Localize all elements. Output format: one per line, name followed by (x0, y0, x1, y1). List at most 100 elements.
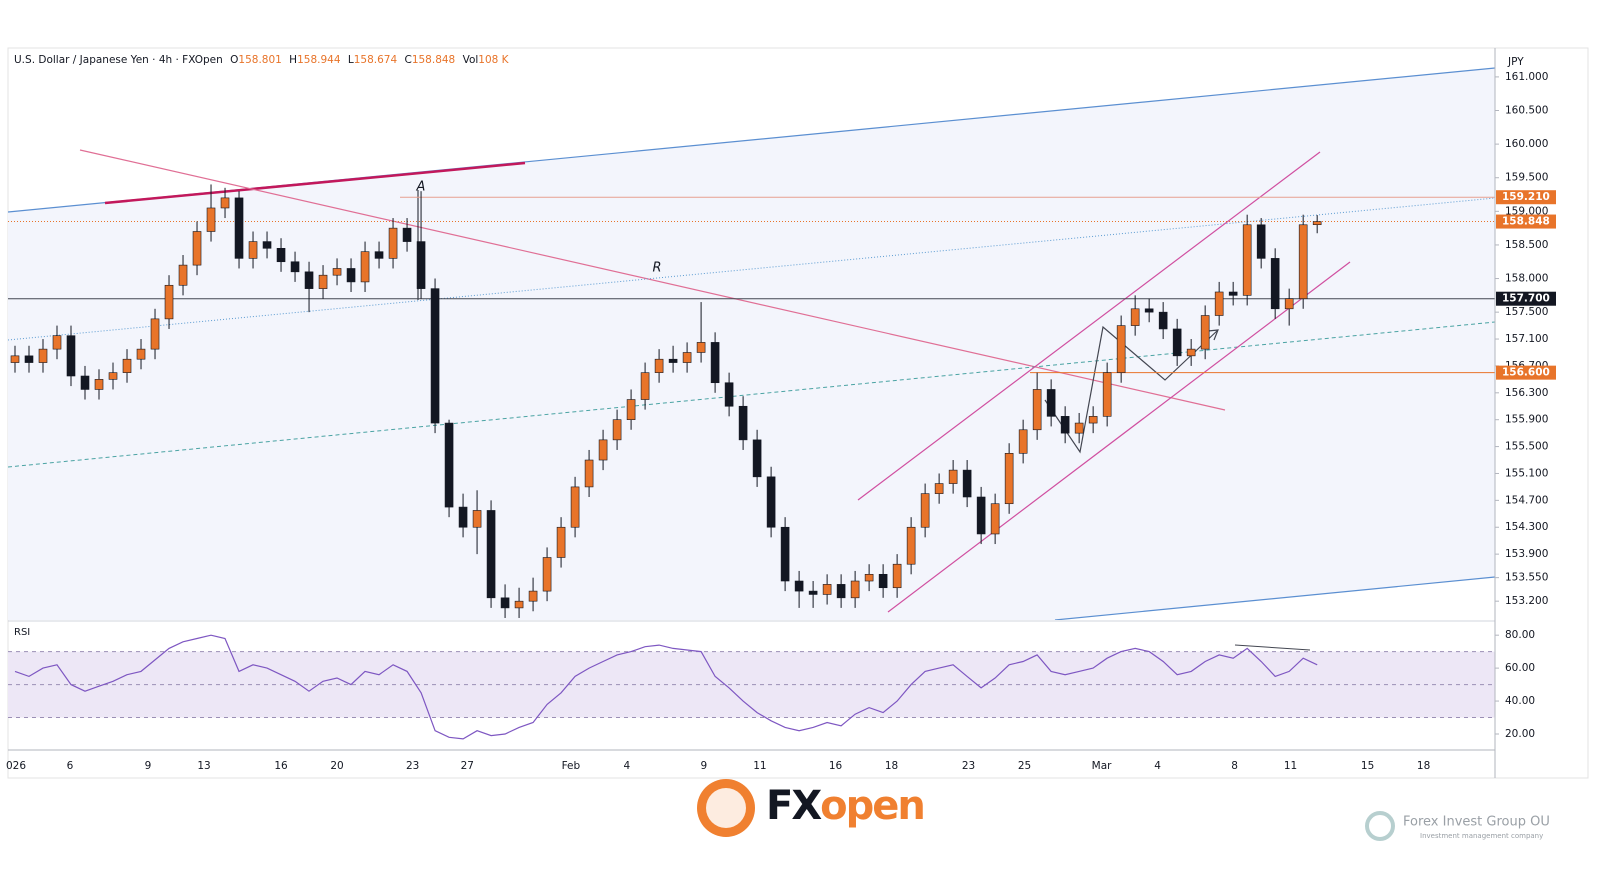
candle-body (1116, 325, 1126, 373)
candle-body (626, 399, 636, 420)
candle-body (122, 358, 132, 373)
x-tick-label: 9 (701, 760, 708, 772)
company-name: Forex Invest Group OU (1403, 815, 1550, 830)
y-tick-label: 157.500 (1505, 306, 1548, 318)
x-tick-label: 11 (753, 760, 766, 772)
candle-body (444, 422, 454, 508)
candle-body (150, 318, 160, 350)
candle-body (1312, 221, 1322, 226)
candle-body (836, 584, 846, 599)
x-tick-label: 6 (67, 760, 74, 772)
y-tick-label: 155.900 (1505, 414, 1548, 426)
x-tick-label: 15 (1361, 760, 1374, 772)
candle-body (640, 372, 650, 400)
ohlc-label: C (404, 54, 411, 66)
candle-body (332, 268, 342, 276)
candle-body (752, 439, 762, 478)
rsi-line (14, 634, 1318, 740)
candle-body (668, 358, 678, 363)
ohlc-label: L (348, 54, 354, 66)
candle-body (486, 510, 496, 599)
ohlc-label: H (289, 54, 297, 66)
x-tick-label: 8 (1231, 760, 1238, 772)
candle-body (864, 573, 874, 582)
arrow-head (1207, 329, 1219, 341)
y-tick-label: 161.000 (1505, 71, 1548, 83)
y-tick-label: 159.000 (1505, 205, 1548, 217)
candle-body (1298, 224, 1308, 300)
volume-value: 108 K (478, 54, 509, 66)
legend-header: U.S. Dollar / Japanese Yen · 4h · FXOpen… (14, 54, 510, 66)
price-label: 159.210 (1502, 191, 1550, 203)
x-tick-label: 9 (145, 760, 152, 772)
candle-body (52, 335, 62, 350)
x-tick-label: 27 (461, 760, 474, 772)
candle-body (346, 268, 356, 283)
x-tick-label: 16 (274, 760, 288, 772)
annotation: A (416, 180, 426, 195)
candle-body (192, 231, 202, 266)
candle-body (360, 251, 370, 283)
channel-line (857, 151, 1321, 501)
candle-body (1228, 291, 1238, 296)
candle-body (682, 352, 692, 363)
candle-body (108, 372, 118, 380)
candle-body (1046, 389, 1056, 417)
candle-body (1270, 258, 1280, 310)
candle-body (1004, 453, 1014, 505)
candle-body (654, 358, 664, 373)
candle-body (1158, 311, 1168, 330)
candle-body (696, 342, 706, 353)
rsi-pane (8, 634, 1495, 740)
candle-body (206, 207, 216, 232)
x-tick-label: 25 (1018, 760, 1031, 772)
candle-body (318, 274, 328, 289)
rsi-y-tick-label: 60.00 (1505, 662, 1535, 674)
candle-body (1018, 429, 1028, 454)
rsi-label: RSI (14, 627, 30, 638)
candle-body (542, 557, 552, 592)
candle-body (38, 348, 48, 363)
y-tick-label: 160.500 (1505, 105, 1548, 117)
y-tick-label: 155.500 (1505, 441, 1548, 453)
brand-part: FX (766, 783, 822, 829)
y-tick-label: 159.500 (1505, 172, 1548, 184)
candle-body (66, 335, 76, 377)
candle-body (556, 526, 566, 558)
ohlc-label: Vol (463, 54, 479, 66)
x-tick-label: 18 (885, 760, 898, 772)
x-tick-label: 18 (1417, 760, 1430, 772)
rsi-y-tick-label: 80.00 (1505, 629, 1535, 641)
candle-body (570, 486, 580, 528)
candle-body (808, 590, 818, 595)
candle-body (1186, 348, 1196, 357)
candle-body (304, 271, 314, 289)
candle-body (80, 375, 90, 390)
price-label: 156.600 (1502, 367, 1550, 379)
candle-body (164, 284, 174, 320)
price-label-box (1496, 214, 1556, 229)
candle-body (1032, 389, 1042, 431)
x-tick-label: 11 (1284, 760, 1297, 772)
y-tick-label: 158.000 (1505, 273, 1548, 285)
trend-line (104, 161, 526, 205)
x-tick-label: 20 (330, 760, 343, 772)
candle-body (598, 439, 608, 461)
price-pane (8, 67, 1495, 620)
y-tick-label: 155.100 (1505, 467, 1548, 479)
y-tick-label: 154.300 (1505, 521, 1548, 533)
channel-fill (8, 68, 1495, 620)
candle-body (402, 227, 412, 242)
candle-body (850, 580, 860, 599)
rsi-y-tick-label: 20.00 (1505, 728, 1535, 740)
currency-label: JPY (1507, 56, 1524, 68)
candle-body (94, 379, 104, 390)
candle-body (430, 288, 440, 424)
price-label: 157.700 (1502, 293, 1550, 305)
candle-body (220, 197, 230, 209)
candle-body (1144, 308, 1154, 313)
company-logo (1365, 811, 1395, 841)
ohlc-value: 158.944 (297, 54, 341, 66)
candle-body (388, 227, 398, 259)
